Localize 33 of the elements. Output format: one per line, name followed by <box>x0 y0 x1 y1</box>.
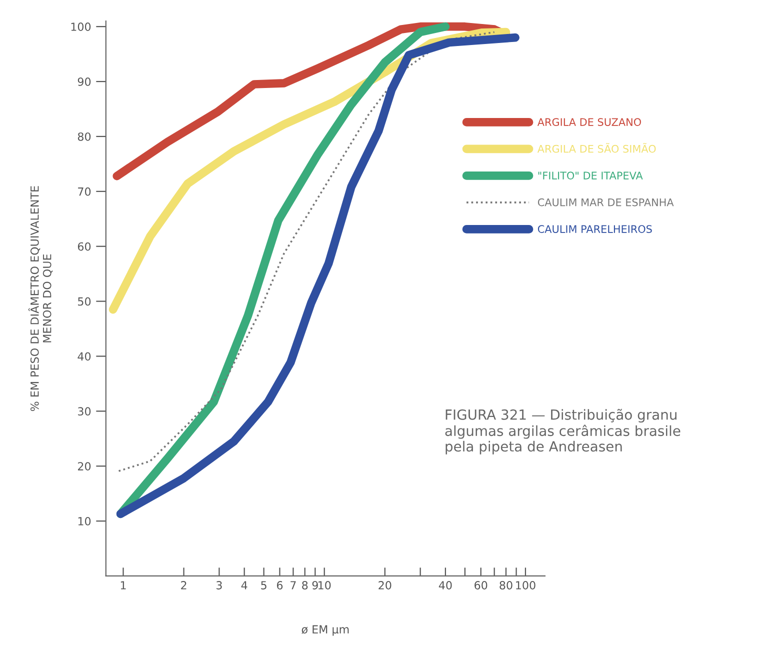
x-tick-label: 40 <box>438 581 452 590</box>
x-tick-label: 20 <box>378 581 392 590</box>
y-tick-label: 40 <box>78 352 91 361</box>
x-tick-label: 10 <box>318 581 331 590</box>
y-axis-title: % EM PESO DE DIÂMETRO EQUIVALENTE MENOR DO QUE <box>28 186 53 412</box>
x-tick-label: 9 <box>312 581 318 590</box>
x-tick-label: 3 <box>216 581 222 590</box>
y-tick-label: 50 <box>78 297 91 306</box>
x-tick-label: 6 <box>276 581 283 590</box>
y-tick-label: 80 <box>78 132 91 141</box>
y-tick-label: 100 <box>71 22 91 31</box>
y-tick-label: 90 <box>78 78 91 86</box>
x-tick-label: 1 <box>120 581 126 590</box>
y-tick-label: 30 <box>78 407 91 416</box>
x-tick-label: 5 <box>261 581 266 590</box>
x-axis-title: ø EM μm <box>302 625 349 636</box>
x-tick-label: 60 <box>474 581 488 590</box>
x-tick-label: 2 <box>181 581 186 590</box>
text: CAULIM PARELHEIROS <box>538 225 652 233</box>
x-tick-label: 100 <box>516 581 536 590</box>
x-tick-label: 4 <box>241 581 248 590</box>
text: "FILITO" DE ITAPEVA <box>538 172 643 180</box>
text: CAULIM MAR DE ESPANHA <box>538 198 674 206</box>
y-tick-label: 10 <box>78 517 91 526</box>
x-tick-label: 7 <box>290 581 296 590</box>
x-tick-label: 80 <box>500 581 512 590</box>
text: ARGILA DE SÃO SIMÃO <box>537 143 656 153</box>
y-tick-label: 60 <box>78 242 91 251</box>
text: ARGILA DE SUZANO <box>537 118 641 126</box>
annotation: FIGURA 321 — Distribuição granu algumas argilas cerâmicas brasile pela pipeta de Andreasen <box>445 408 680 454</box>
y-tick-label: 20 <box>78 462 91 470</box>
x-tick-label: 8 <box>302 581 308 590</box>
y-tick-label: 70 <box>78 187 91 196</box>
